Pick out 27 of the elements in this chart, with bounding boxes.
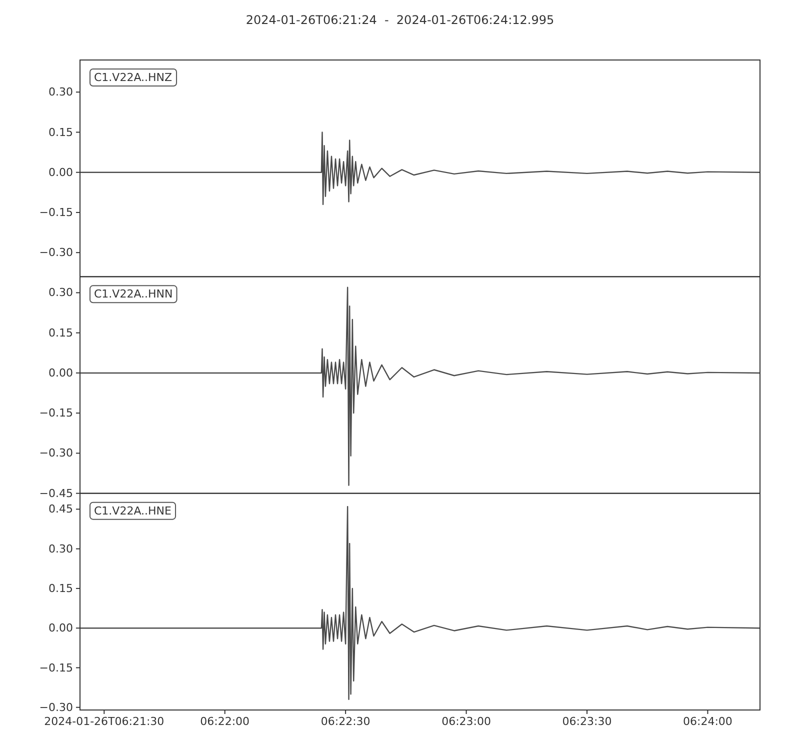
annotation: C1.V22A..HNE [94,504,172,518]
y-tick-label: 0.00 [48,366,73,380]
y-tick-label: −0.15 [39,406,73,420]
y-tick-label: −0.15 [39,661,73,674]
y-tick-label: 0.45 [48,502,73,516]
y-tick-label: 0.30 [48,542,73,556]
y-tick-label: 0.15 [48,582,73,595]
x-tick-label: 06:22:00 [200,714,250,728]
y-tick-label: 0.00 [48,166,73,179]
x-tick-label: 06:22:30 [320,714,370,728]
y-tick-label: 0.00 [48,622,73,635]
y-tick-label: 0.30 [48,86,73,99]
x-tick-label: 06:23:30 [562,714,612,728]
annotation: C1.V22A..HNZ [94,71,173,84]
y-tick-label: 0.30 [48,286,73,300]
y-tick-label: −0.30 [39,700,73,714]
y-tick-label: 0.15 [48,326,73,340]
x-tick-label: 2024-01-26T06:21:30 [44,714,164,728]
y-tick-label: −0.30 [39,446,73,460]
x-tick-label: 06:23:00 [442,714,491,728]
y-tick-label: −0.45 [39,486,73,500]
x-tick-label: 06:24:00 [683,714,732,728]
annotation: C1.V22A..HNN [94,288,173,301]
y-tick-label: −0.15 [39,206,73,219]
y-tick-label: −0.30 [39,246,73,260]
chart-title: 2024-01-26T06:21:24 - 2024-01-26T06:24:12.995 [246,13,554,27]
y-tick-label: 0.15 [48,126,73,139]
